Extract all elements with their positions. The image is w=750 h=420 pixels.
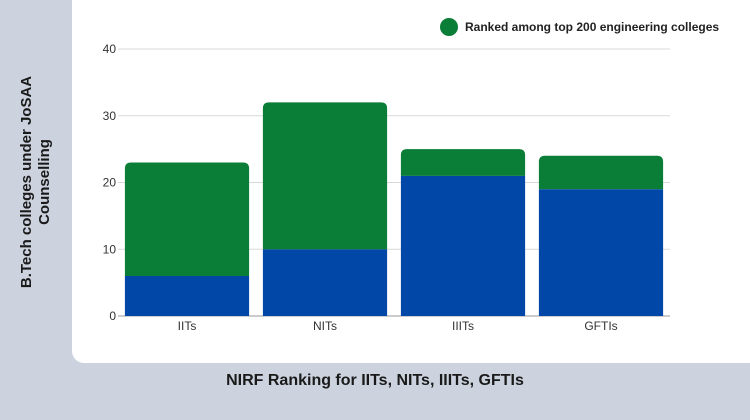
- legend-swatch: [440, 18, 458, 36]
- bar-segment-gftis-green: [538, 155, 664, 190]
- y-tick-label: 20: [103, 176, 117, 190]
- bars: [124, 102, 664, 316]
- x-tick-label: IITs: [178, 319, 197, 333]
- x-tick-label: IIITs: [452, 319, 474, 333]
- y-tick-label: 30: [103, 109, 117, 123]
- y-tick-labels: 0 10 20 30 40: [103, 42, 117, 323]
- y-tick-label: 10: [103, 242, 117, 256]
- stacked-bar-chart: 0 10 20 30 40 IITs NITs IIITs GFTIs Ranked amon…: [103, 18, 719, 333]
- bar-segment-iiits-green: [400, 149, 526, 176]
- bar-segment-iits-blue: [124, 275, 250, 316]
- bar-segment-nits-green: [262, 102, 388, 250]
- bar-segment-iiits-blue: [400, 175, 526, 316]
- bar-segment-nits-blue: [262, 249, 388, 316]
- y-tick-label: 40: [103, 42, 117, 56]
- bar-segment-gftis-blue: [538, 189, 664, 316]
- x-tick-label: GFTIs: [584, 319, 617, 333]
- x-tick-label: NITs: [313, 319, 337, 333]
- x-tick-labels: IITs NITs IIITs GFTIs: [178, 319, 618, 333]
- bar-segment-iits-green: [124, 162, 250, 276]
- y-tick-label: 0: [109, 309, 116, 323]
- legend: Ranked among top 200 engineering college…: [440, 18, 719, 36]
- x-axis-label: NIRF Ranking for IITs, NITs, IIITs, GFTI…: [226, 372, 524, 389]
- legend-label: Ranked among top 200 engineering college…: [465, 20, 719, 34]
